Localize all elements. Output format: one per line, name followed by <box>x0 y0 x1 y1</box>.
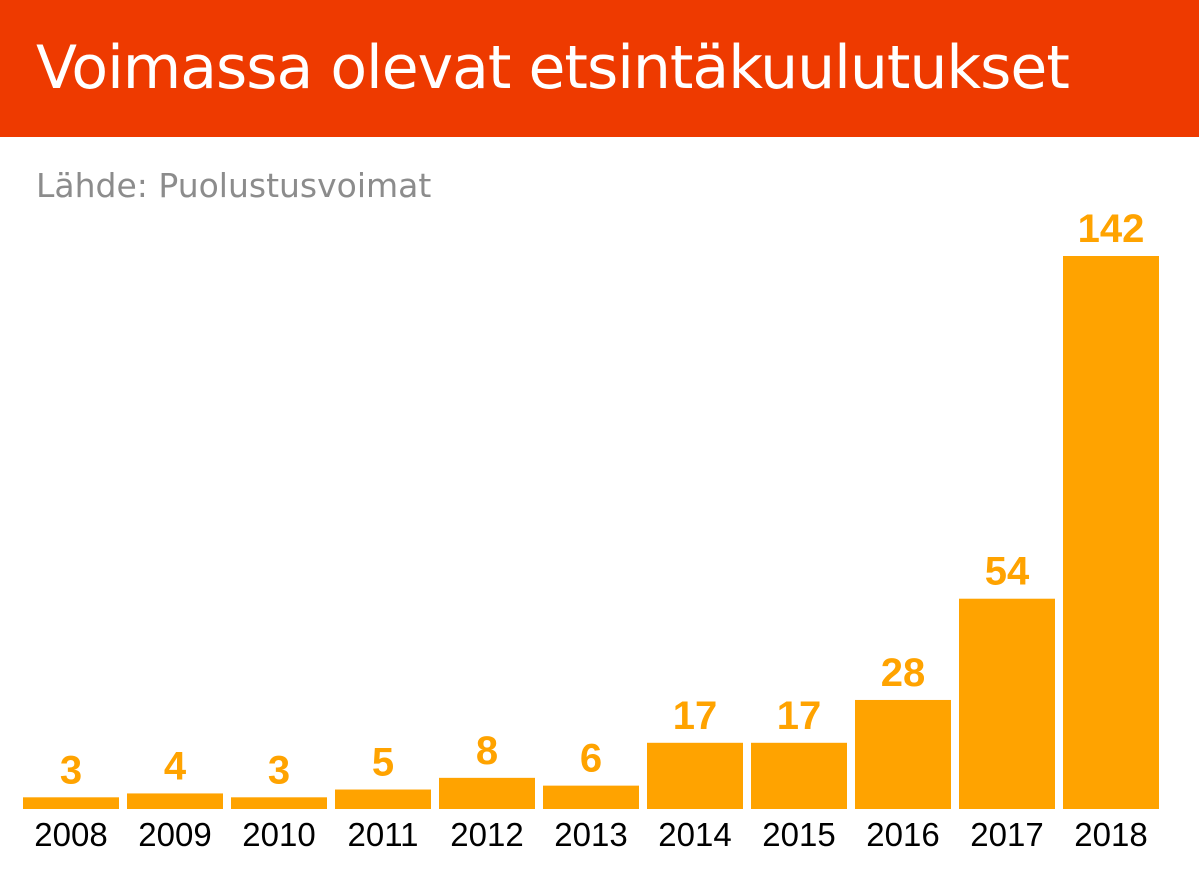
x-tick-label-2012: 2012 <box>450 816 523 853</box>
data-label-2014: 17 <box>673 694 718 738</box>
bar-2010 <box>231 797 327 809</box>
data-label-2009: 4 <box>164 744 187 788</box>
bar-2015 <box>751 742 847 809</box>
data-label-2008: 3 <box>60 748 82 792</box>
bar-2014 <box>647 742 743 809</box>
x-tick-label-2010: 2010 <box>242 816 315 853</box>
data-label-2011: 5 <box>372 741 394 785</box>
x-tick-label-2014: 2014 <box>658 816 731 853</box>
bar-2013 <box>543 785 639 809</box>
source-note: Lähde: Puolustusvoimat <box>36 166 432 205</box>
bar-2011 <box>335 789 431 809</box>
chart-title: Voimassa olevat etsintäkuulutukset <box>36 33 1070 103</box>
bar-2016 <box>855 699 951 809</box>
bar-2008 <box>23 797 119 809</box>
x-tick-label-2017: 2017 <box>970 816 1043 853</box>
data-label-2018: 142 <box>1078 207 1145 251</box>
title-banner: Voimassa olevat etsintäkuulutukset <box>0 0 1199 137</box>
data-label-2017: 54 <box>985 550 1030 594</box>
data-label-2016: 28 <box>881 651 926 695</box>
data-label-2010: 3 <box>268 748 290 792</box>
data-label-2015: 17 <box>777 694 822 738</box>
x-tick-label-2016: 2016 <box>866 816 939 853</box>
bar-2018 <box>1063 256 1159 809</box>
data-label-2012: 8 <box>476 729 498 773</box>
x-tick-label-2013: 2013 <box>554 816 627 853</box>
bar-2012 <box>439 777 535 809</box>
x-tick-label-2008: 2008 <box>34 816 107 853</box>
data-label-2013: 6 <box>580 737 602 781</box>
x-tick-label-2015: 2015 <box>762 816 835 853</box>
bar-2017 <box>959 598 1055 809</box>
bar-2009 <box>127 793 223 809</box>
x-tick-label-2009: 2009 <box>138 816 211 853</box>
x-tick-label-2011: 2011 <box>348 816 419 853</box>
x-tick-label-2018: 2018 <box>1074 816 1147 853</box>
